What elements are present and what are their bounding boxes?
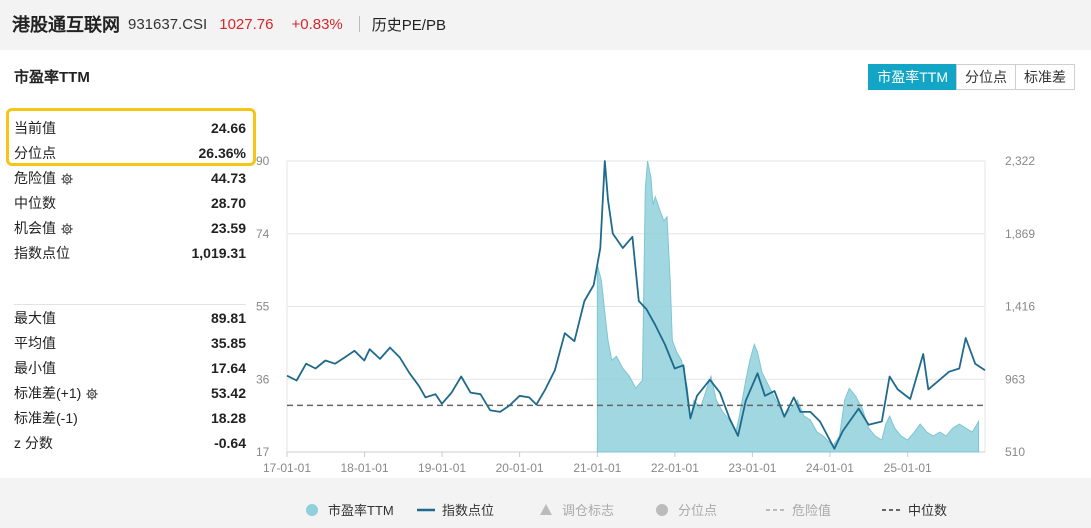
- current-value-highlight: [6, 108, 256, 166]
- x-tick-label: 19-01-01: [418, 461, 466, 475]
- stat-label: 中位数: [14, 195, 56, 211]
- stat-value: 35.85: [210, 335, 246, 351]
- index-level-line: [286, 160, 986, 450]
- stat-value: 23.59: [210, 220, 246, 236]
- legend-triangle-icon: [540, 504, 552, 515]
- legend-dot-icon: [656, 504, 668, 516]
- stat-label: z 分数: [14, 435, 53, 451]
- stat-row-z-score: z 分数 -0.64: [14, 431, 246, 456]
- y-right-tick-label: 963: [1005, 372, 1025, 386]
- stat-label: 最大值: [14, 310, 56, 326]
- y-right-tick-label: 510: [1005, 445, 1025, 459]
- stat-label: 标准差(+1): [14, 385, 82, 401]
- index-price: 1027.76: [219, 15, 274, 33]
- history-pe-pb-link[interactable]: 历史PE/PB: [371, 16, 446, 34]
- gear-icon[interactable]: [60, 172, 74, 186]
- stat-label: 标准差(-1): [14, 410, 78, 426]
- stat-value: 89.81: [210, 310, 246, 326]
- tab-std-dev[interactable]: 标准差: [1015, 64, 1075, 90]
- stat-value: 44.73: [210, 170, 246, 186]
- gear-icon[interactable]: [60, 222, 74, 236]
- x-tick-label: 18-01-01: [341, 461, 389, 475]
- y-left-tick-label: 90: [256, 154, 270, 168]
- header-bar: 港股通互联网 931637.CSI 1027.76 +0.83% 历史PE/PB: [0, 0, 1091, 48]
- legend-label: 分位点: [678, 503, 717, 518]
- stats-panel-bottom: 最大值 89.81 平均值 35.85 最小值 17.64 标准差(+1) 53.42 …: [14, 306, 246, 456]
- stat-label: 机会值: [14, 220, 56, 236]
- tab-pe-ttm[interactable]: 市盈率TTM: [868, 64, 957, 90]
- stat-value: 28.70: [210, 195, 246, 211]
- legend-item[interactable]: 调仓标志: [540, 503, 614, 518]
- card-title: 市盈率TTM: [14, 69, 90, 86]
- stat-label: 当前值: [14, 120, 56, 136]
- stat-value: 24.66: [210, 120, 246, 136]
- stat-value: 53.42: [210, 385, 246, 401]
- legend-label: 调仓标志: [562, 503, 614, 518]
- legend-label: 危险值: [792, 503, 831, 518]
- metric-tabs: 市盈率TTM 分位点 标准差: [868, 64, 1075, 90]
- x-tick-label: 17-01-01: [263, 461, 311, 475]
- stat-label: 指数点位: [14, 245, 70, 261]
- index-name: 港股通互联网: [12, 15, 120, 35]
- stat-row-min: 最小值 17.64: [14, 356, 246, 381]
- gear-icon[interactable]: [85, 387, 99, 401]
- y-right-tick-label: 2,322: [1005, 154, 1035, 168]
- stat-row-index-level: 指数点位 1,019.31: [14, 241, 246, 266]
- legend-label: 市盈率TTM: [328, 503, 394, 518]
- x-tick-label: 20-01-01: [496, 461, 544, 475]
- stat-value: 26.36%: [198, 145, 246, 161]
- legend-dot-icon: [306, 504, 318, 516]
- stat-value: 18.28: [210, 410, 246, 426]
- stat-label: 平均值: [14, 335, 56, 351]
- stat-label: 分位点: [14, 145, 56, 161]
- stat-row-percentile: 分位点 26.36%: [14, 141, 246, 166]
- x-tick-label: 21-01-01: [573, 461, 621, 475]
- x-tick-label: 24-01-01: [806, 461, 854, 475]
- legend-label: 指数点位: [442, 503, 494, 518]
- stat-value: 1,019.31: [191, 245, 247, 261]
- stats-panel-top: 当前值 24.66 分位点 26.36% 危险值 44.73 中位数 28.70 机会值…: [14, 116, 246, 266]
- legend-item[interactable]: 市盈率TTM: [306, 503, 394, 518]
- legend-item[interactable]: 分位点: [656, 503, 717, 518]
- header-divider: [358, 16, 360, 32]
- stat-value: 17.64: [210, 360, 246, 376]
- x-tick-label: 23-01-01: [728, 461, 776, 475]
- index-change: +0.83%: [291, 15, 343, 33]
- stat-row-opportunity: 机会值 23.59: [14, 216, 246, 241]
- y-left-tick-label: 74: [256, 227, 270, 241]
- legend-item[interactable]: 危险值: [766, 503, 831, 518]
- stat-row-median: 中位数 28.70: [14, 191, 246, 216]
- x-tick-label: 25-01-01: [884, 461, 932, 475]
- index-code: 931637.CSI: [128, 15, 208, 33]
- y-left-tick-label: 55: [256, 300, 270, 314]
- stat-row-current: 当前值 24.66: [14, 116, 246, 141]
- stat-row-danger: 危险值 44.73: [14, 166, 246, 191]
- tab-percentile[interactable]: 分位点: [956, 64, 1016, 90]
- legend-label: 中位数: [908, 503, 947, 518]
- stat-label: 最小值: [14, 360, 56, 376]
- y-right-tick-label: 1,869: [1005, 227, 1035, 241]
- y-left-tick-label: 36: [256, 372, 270, 386]
- pe-ttm-area: [596, 160, 980, 453]
- stat-row-max: 最大值 89.81: [14, 306, 246, 331]
- stat-value: -0.64: [214, 435, 246, 451]
- x-tick-label: 22-01-01: [651, 461, 699, 475]
- y-left-tick-label: 17: [256, 445, 270, 459]
- stat-row-std-plus: 标准差(+1) 53.42: [14, 381, 246, 406]
- stats-divider: [14, 304, 246, 305]
- legend-item[interactable]: 中位数: [882, 503, 947, 518]
- valuation-card: 市盈率TTM 市盈率TTM 分位点 标准差 当前值 24.66 分位点 26.36%…: [0, 50, 1091, 518]
- stat-row-mean: 平均值 35.85: [14, 331, 246, 356]
- stat-label: 危险值: [14, 170, 56, 186]
- stat-row-std-minus: 标准差(-1) 18.28: [14, 406, 246, 431]
- legend-item[interactable]: 指数点位: [417, 503, 494, 518]
- pe-index-chart: 90 74 55 36 17 2,322 1,869 1,416 963 510 17-01-01 1…: [256, 154, 1035, 518]
- y-right-tick-label: 1,416: [1005, 300, 1035, 314]
